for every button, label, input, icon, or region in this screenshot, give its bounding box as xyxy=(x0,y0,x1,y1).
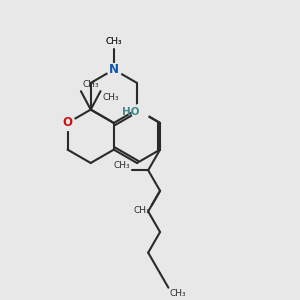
Text: O: O xyxy=(63,116,73,129)
Text: CH₃: CH₃ xyxy=(114,161,130,170)
Text: N: N xyxy=(109,63,119,76)
Text: CH₃: CH₃ xyxy=(106,38,122,46)
Text: CH₃: CH₃ xyxy=(102,94,119,103)
Text: O: O xyxy=(63,116,73,129)
Text: HO: HO xyxy=(122,106,139,117)
Text: CH₃: CH₃ xyxy=(106,38,122,46)
Text: CH₃: CH₃ xyxy=(134,206,151,215)
Text: CH₃: CH₃ xyxy=(82,80,99,89)
Text: CH₃: CH₃ xyxy=(170,289,187,298)
Text: N: N xyxy=(109,63,119,76)
